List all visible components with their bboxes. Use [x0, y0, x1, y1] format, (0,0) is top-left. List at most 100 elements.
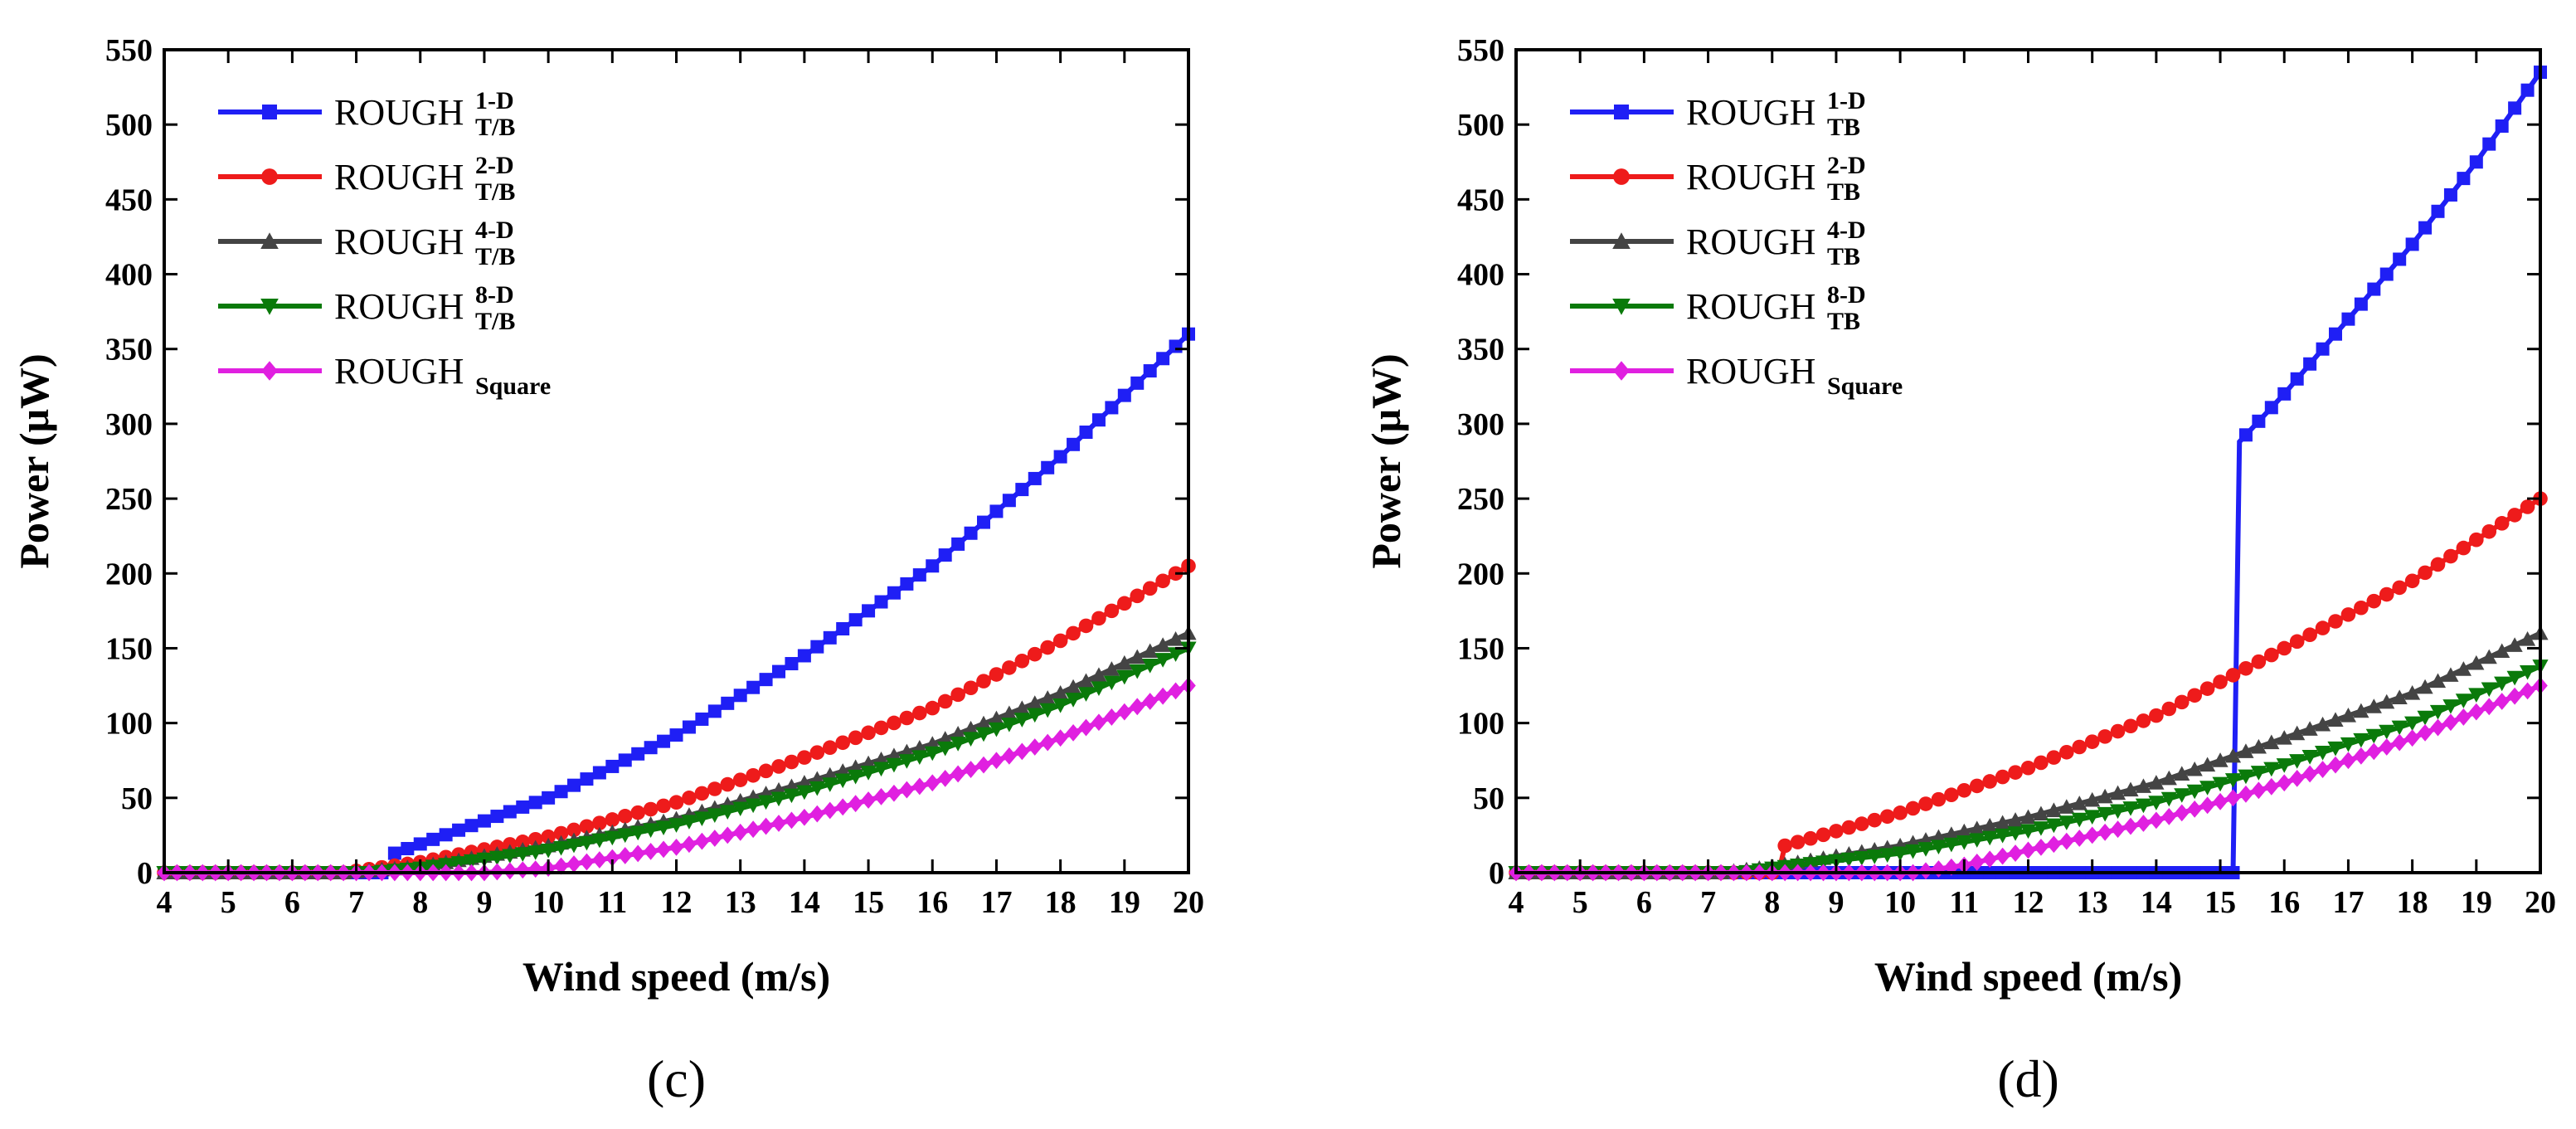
data-point [605, 759, 620, 773]
data-point [2519, 631, 2536, 646]
chart-panel-d: 4 5 6 7 8 9 10 11 12 13 14 15 16 17 18 19 20050100150200… [1363, 33, 2556, 1108]
x-tick-label: 9 [476, 885, 492, 920]
data-point [1040, 733, 1055, 752]
data-point [950, 687, 965, 703]
legend-sub: TB [1827, 114, 1860, 141]
data-point [2276, 730, 2292, 745]
data-point [553, 825, 569, 841]
legend-sup: 8-D [1827, 281, 1866, 309]
y-tick-label: 400 [1457, 258, 1504, 293]
data-point [2418, 221, 2433, 235]
data-point [2520, 682, 2535, 700]
legend-item: ROUGH 8-DT/B [218, 281, 515, 335]
data-point [898, 754, 915, 769]
data-point [989, 752, 1004, 770]
data-point [2276, 758, 2292, 773]
y-tick-label: 250 [1457, 482, 1504, 517]
data-point [937, 693, 953, 709]
data-point [2072, 830, 2088, 847]
data-point [2494, 643, 2510, 659]
data-point [2495, 119, 2509, 133]
data-point [2008, 844, 2023, 862]
y-tick-label: 450 [1457, 182, 1504, 217]
data-point [617, 809, 633, 824]
data-point [2430, 557, 2446, 572]
data-point [2186, 784, 2203, 800]
data-point [1981, 830, 1998, 846]
data-point [682, 791, 697, 805]
data-point [2456, 708, 2472, 726]
y-tick-label: 550 [105, 33, 153, 68]
data-point [694, 832, 710, 850]
data-point [464, 819, 479, 833]
data-point [2365, 698, 2382, 713]
data-point [1091, 413, 1106, 427]
data-point [1052, 729, 1068, 747]
legend-sub: T/B [475, 114, 515, 141]
data-point [1995, 828, 2011, 844]
data-point [681, 815, 697, 830]
data-point [2340, 737, 2357, 752]
data-point [2404, 716, 2421, 732]
data-point [566, 822, 581, 838]
legend-label: ROUGH [1686, 221, 1815, 262]
data-point [1104, 708, 1120, 726]
data-point [2442, 667, 2459, 682]
x-axis-title: Wind speed (m/s) [1874, 953, 2182, 1000]
data-point [1155, 687, 1170, 705]
x-tick-label: 13 [2077, 885, 2108, 920]
data-point [2393, 252, 2407, 266]
data-point [2341, 312, 2355, 326]
y-axis-title: Power (μW) [11, 353, 57, 568]
data-point [2327, 712, 2344, 728]
data-point [1893, 805, 1908, 820]
legend-label: ROUGH [1686, 286, 1815, 327]
data-point [527, 845, 544, 860]
legend-marker [261, 361, 278, 381]
data-point [2418, 723, 2433, 742]
data-point [810, 640, 824, 654]
data-point [759, 673, 773, 687]
data-point [2225, 789, 2241, 807]
data-point [1129, 664, 1145, 679]
data-point [732, 772, 748, 787]
data-point [733, 689, 747, 703]
data-point [592, 815, 607, 830]
data-point [1854, 816, 1869, 831]
data-point [387, 846, 401, 860]
data-point [2033, 821, 2049, 836]
data-point [669, 728, 683, 742]
data-point [1917, 842, 1934, 857]
data-point [463, 854, 480, 869]
y-tick-label: 50 [121, 781, 153, 816]
data-point [2251, 654, 2267, 669]
data-point [1943, 826, 1960, 841]
data-point [963, 761, 979, 778]
data-point [2148, 775, 2165, 790]
data-point [2277, 640, 2292, 656]
data-point [682, 835, 697, 854]
data-point [1155, 573, 1170, 589]
y-tick-label: 500 [105, 108, 153, 143]
data-point [2289, 725, 2306, 741]
data-point [1065, 679, 1081, 694]
data-point [1052, 684, 1069, 700]
data-point [617, 828, 634, 844]
data-point [657, 734, 671, 748]
series-triangle-up [1508, 625, 2549, 879]
data-point [2058, 815, 2075, 830]
data-point [1129, 649, 1145, 664]
data-point [1803, 830, 1818, 846]
data-point [707, 781, 722, 796]
data-point [2340, 607, 2356, 622]
data-point [515, 835, 531, 849]
y-tick-label: 300 [105, 407, 153, 442]
data-point [2391, 689, 2408, 704]
data-point [2123, 718, 2138, 734]
data-point [2264, 647, 2279, 663]
legend-sub: TB [1827, 243, 1860, 270]
data-point [2405, 237, 2419, 251]
data-point [1066, 723, 1081, 742]
data-point [629, 825, 646, 841]
